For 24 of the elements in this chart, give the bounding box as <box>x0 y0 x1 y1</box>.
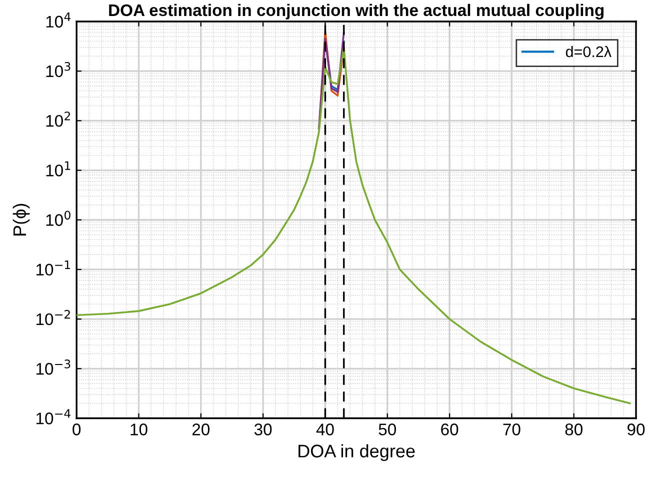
x-tick-label: 0 <box>72 424 81 436</box>
y-tick-label: 10$^{0}$ <box>46 210 70 226</box>
y-tick-label: 10$^{3}$ <box>46 62 70 78</box>
x-axis-title: DOA in degree <box>298 444 415 462</box>
x-tick-label: 20 <box>192 424 210 436</box>
y-tick-label: 10$^{4}$ <box>46 12 71 28</box>
x-tick-label: 30 <box>254 424 272 436</box>
y-tick-label: 10$^{−1}$ <box>36 260 70 276</box>
x-tick-label: 40 <box>316 424 334 436</box>
y-tick-label: 10$^{−3}$ <box>36 360 70 375</box>
x-tick-label: 10 <box>130 424 148 436</box>
x-tick-label: 70 <box>503 424 520 436</box>
chart-title: DOA estimation in conjunction with the actual mutual coupling <box>109 4 604 20</box>
y-tick-label: 10$^{1}$ <box>46 161 70 176</box>
legend-label: d=0.2λ <box>566 46 612 58</box>
y-axis-title: P(ϕ) <box>12 204 30 236</box>
x-tick-label: 80 <box>565 424 582 436</box>
y-tick-label: 10$^{2}$ <box>46 112 70 127</box>
line-series <box>76 46 631 404</box>
x-tick-label: 90 <box>628 424 645 436</box>
x-tick-label: 60 <box>441 424 458 436</box>
y-tick-label: 10$^{−2}$ <box>36 310 70 326</box>
x-tick-label: 50 <box>378 424 396 436</box>
y-tick-label: 10$^{−4}$ <box>36 409 70 424</box>
